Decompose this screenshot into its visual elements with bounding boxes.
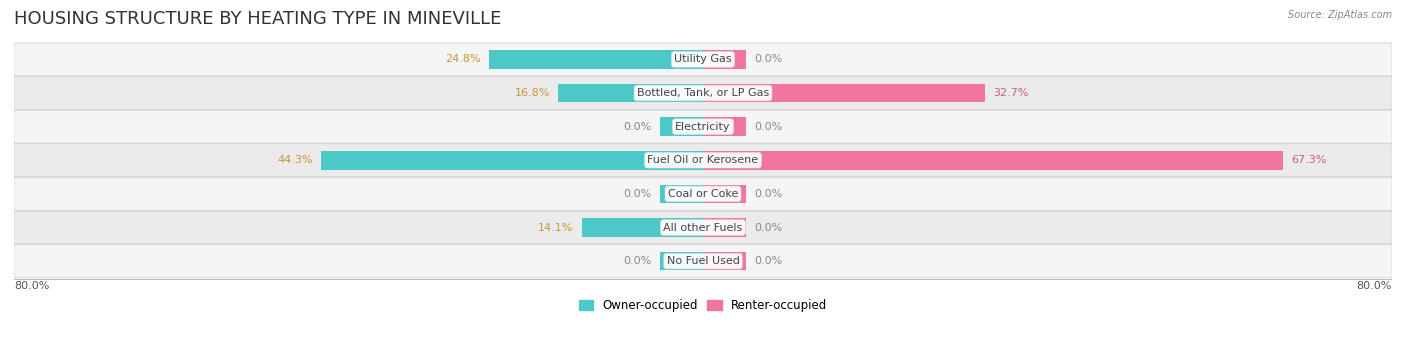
Text: Fuel Oil or Kerosene: Fuel Oil or Kerosene xyxy=(647,155,759,165)
FancyBboxPatch shape xyxy=(14,110,1392,143)
Bar xyxy=(703,218,747,237)
Text: 0.0%: 0.0% xyxy=(755,122,783,132)
Text: 0.0%: 0.0% xyxy=(623,189,651,199)
Bar xyxy=(703,117,747,136)
Text: 24.8%: 24.8% xyxy=(446,55,481,64)
Text: 0.0%: 0.0% xyxy=(755,256,783,266)
Text: Coal or Coke: Coal or Coke xyxy=(668,189,738,199)
Text: HOUSING STRUCTURE BY HEATING TYPE IN MINEVILLE: HOUSING STRUCTURE BY HEATING TYPE IN MIN… xyxy=(14,10,502,28)
Text: 80.0%: 80.0% xyxy=(14,281,49,291)
Text: 14.1%: 14.1% xyxy=(537,223,574,233)
Bar xyxy=(659,252,703,270)
Bar xyxy=(659,184,703,203)
Text: 0.0%: 0.0% xyxy=(755,189,783,199)
Bar xyxy=(489,50,703,69)
Text: 0.0%: 0.0% xyxy=(755,55,783,64)
Bar xyxy=(703,184,747,203)
Bar xyxy=(659,117,703,136)
Bar xyxy=(703,252,747,270)
Text: Utility Gas: Utility Gas xyxy=(675,55,731,64)
Text: 16.8%: 16.8% xyxy=(515,88,550,98)
Text: 0.0%: 0.0% xyxy=(623,122,651,132)
Text: Electricity: Electricity xyxy=(675,122,731,132)
Text: 67.3%: 67.3% xyxy=(1291,155,1326,165)
FancyBboxPatch shape xyxy=(14,244,1392,278)
Bar xyxy=(558,84,703,102)
Bar xyxy=(582,218,703,237)
Legend: Owner-occupied, Renter-occupied: Owner-occupied, Renter-occupied xyxy=(574,294,832,317)
Text: 0.0%: 0.0% xyxy=(623,256,651,266)
FancyBboxPatch shape xyxy=(14,77,1392,109)
FancyBboxPatch shape xyxy=(14,211,1392,244)
FancyBboxPatch shape xyxy=(14,144,1392,177)
Text: 44.3%: 44.3% xyxy=(277,155,314,165)
FancyBboxPatch shape xyxy=(14,177,1392,210)
Text: 32.7%: 32.7% xyxy=(993,88,1029,98)
Text: 80.0%: 80.0% xyxy=(1357,281,1392,291)
Text: All other Fuels: All other Fuels xyxy=(664,223,742,233)
Bar xyxy=(322,151,703,169)
Bar xyxy=(703,84,984,102)
Bar xyxy=(703,151,1282,169)
Text: Source: ZipAtlas.com: Source: ZipAtlas.com xyxy=(1288,10,1392,20)
Text: 0.0%: 0.0% xyxy=(755,223,783,233)
Bar xyxy=(703,50,747,69)
Text: Bottled, Tank, or LP Gas: Bottled, Tank, or LP Gas xyxy=(637,88,769,98)
FancyBboxPatch shape xyxy=(14,43,1392,76)
Text: No Fuel Used: No Fuel Used xyxy=(666,256,740,266)
